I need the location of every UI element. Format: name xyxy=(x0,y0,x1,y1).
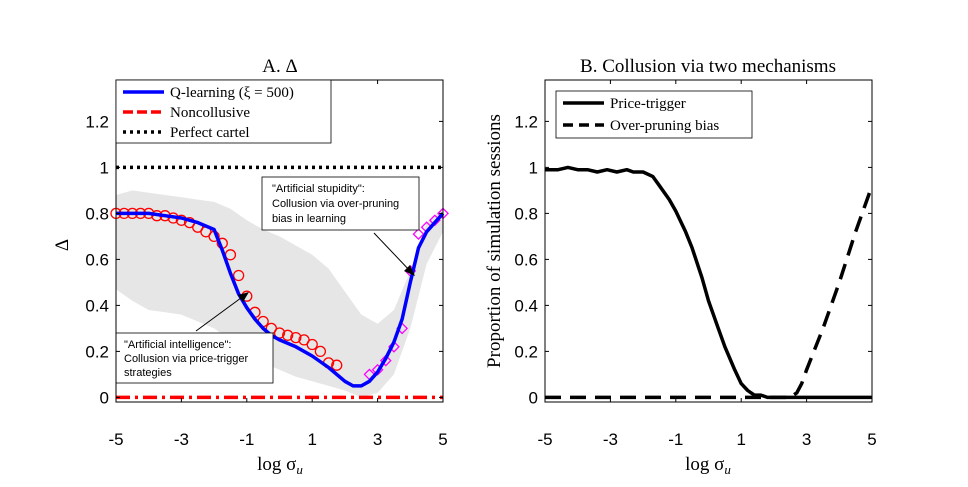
y-tick-label: 0.6 xyxy=(85,250,109,269)
arrowhead-icon xyxy=(404,265,415,276)
panel-b-x-ticks: -5 -3 -1 1 3 5 xyxy=(537,80,877,449)
price-trigger-line xyxy=(545,165,872,400)
panel-b-plot xyxy=(545,165,874,400)
x-tick-label: 1 xyxy=(307,430,316,449)
panel-b-axes-frame xyxy=(544,79,873,403)
panel-a-y-label: Δ xyxy=(52,239,73,251)
y-tick-label: 0 xyxy=(100,388,109,407)
legend-label-price-trigger: Price-trigger xyxy=(610,96,686,112)
annotation-line: Collusion via price-trigger xyxy=(124,353,248,365)
panel-a-title: A. Δ xyxy=(262,56,297,77)
y-tick-label: 1 xyxy=(529,158,538,177)
annotation-line: "Artificial intelligence": xyxy=(124,339,231,351)
panel-a-x-label: log σu xyxy=(257,454,303,477)
y-tick-label: 0.4 xyxy=(85,296,109,315)
panel-b-y-ticks: 0 0.2 0.4 0.6 0.8 1 1.2 xyxy=(514,112,872,407)
annotation-line: strategies xyxy=(124,367,172,379)
annotation-line: Collusion via over-pruning xyxy=(272,198,399,210)
x-tick-label: -1 xyxy=(668,430,683,449)
annotation-artificial-stupidity: "Artificial stupidity": Collusion via ov… xyxy=(261,176,420,276)
y-tick-label: 0.4 xyxy=(514,296,538,315)
annotation-line: "Artificial stupidity": xyxy=(272,183,365,195)
y-tick-label: 0.6 xyxy=(514,250,538,269)
price-trigger-marker xyxy=(331,359,343,371)
panel-a-y-ticks: 0 0.2 0.4 0.6 0.8 1 1.2 xyxy=(85,112,443,407)
panel-b-y-label: Proportion of simulation sessions xyxy=(484,114,505,368)
price-trigger-marker xyxy=(314,345,327,358)
legend-label-noncollusive: Noncollusive xyxy=(170,105,250,121)
panel-b-title: B. Collusion via two mechanisms xyxy=(580,56,836,77)
x-tick-label: -1 xyxy=(239,430,254,449)
panel-b-legend: Price-trigger Over-pruning bias xyxy=(555,90,753,139)
price-trigger-marker xyxy=(282,329,294,341)
legend-label-over-pruning: Over-pruning bias xyxy=(610,118,719,134)
y-tick-label: 0.8 xyxy=(514,204,538,223)
y-tick-label: 1 xyxy=(100,158,109,177)
price-trigger-marker xyxy=(232,269,245,282)
price-trigger-marker xyxy=(306,338,318,351)
annotation-artificial-intelligence: "Artificial intelligence": Collusion via… xyxy=(115,292,274,384)
annotation-box xyxy=(261,176,420,231)
x-tick-label: -5 xyxy=(537,430,552,449)
panel-a-x-ticks: -5 -3 -1 1 3 5 xyxy=(108,80,448,449)
panel-a: A. Δ "Artificial stupidity": Collusion v… xyxy=(52,56,449,477)
x-tick-label: -5 xyxy=(108,430,123,449)
y-tick-label: 1.2 xyxy=(514,112,538,131)
x-tick-label: -3 xyxy=(603,430,618,449)
over-pruning-marker xyxy=(379,354,392,367)
y-tick-label: 0 xyxy=(529,388,538,407)
arrowhead-icon xyxy=(238,292,249,302)
x-tick-label: 3 xyxy=(373,430,382,449)
panel-b-x-label: log σu xyxy=(685,454,731,477)
legend-label-q-learning: Q-learning (ξ = 500) xyxy=(170,85,294,101)
panel-a-legend: Q-learning (ξ = 500) Noncollusive Perfec… xyxy=(115,79,332,144)
q-learning-line xyxy=(116,211,445,388)
over-pruning-bias-line xyxy=(545,185,874,400)
x-tick-label: -3 xyxy=(174,430,189,449)
x-tick-label: 5 xyxy=(438,430,447,449)
annotation-arrow xyxy=(195,294,246,332)
x-tick-label: 3 xyxy=(802,430,811,449)
price-trigger-marker xyxy=(290,331,302,344)
y-tick-label: 0.8 xyxy=(85,204,109,223)
y-tick-label: 0.2 xyxy=(85,342,109,361)
x-tick-label: 5 xyxy=(867,430,876,449)
annotation-box xyxy=(115,332,274,384)
annotation-arrow xyxy=(373,232,413,274)
panel-a-confidence-band xyxy=(116,190,443,398)
over-pruning-marker xyxy=(412,228,425,241)
annotation-line: bias in learning xyxy=(272,213,346,225)
y-tick-label: 0.2 xyxy=(514,342,538,361)
panel-a-plot xyxy=(110,165,449,400)
y-tick-label: 1.2 xyxy=(85,112,109,131)
legend-box xyxy=(555,90,753,139)
x-tick-label: 1 xyxy=(736,430,745,449)
panel-b: B. Collusion via two mechanisms -5 -3 -1 1 3… xyxy=(484,56,877,477)
legend-label-perfect-cartel: Perfect cartel xyxy=(170,125,250,141)
